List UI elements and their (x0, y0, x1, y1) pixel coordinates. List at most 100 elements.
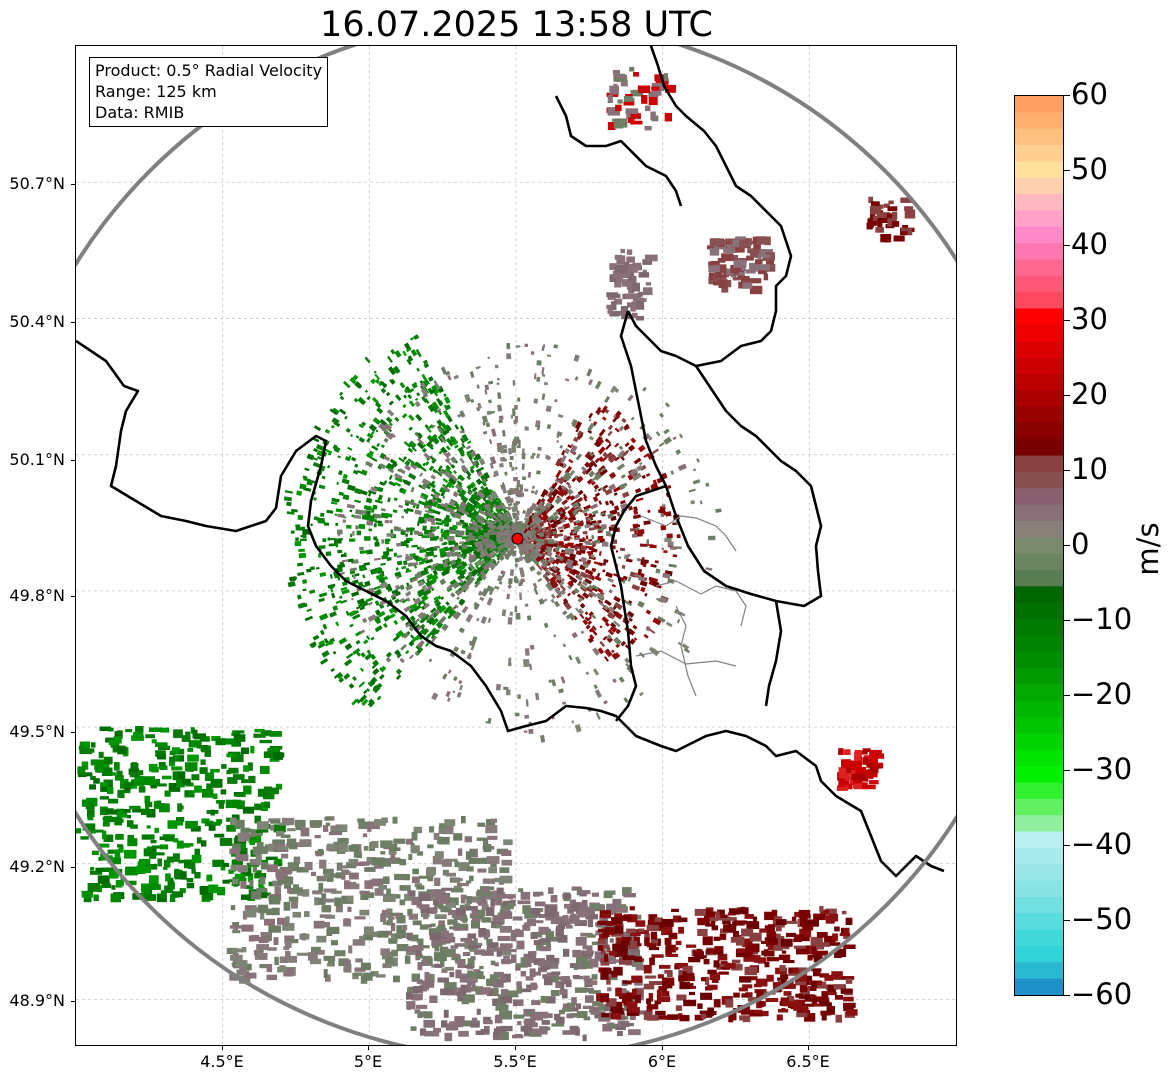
radar-echo-cell (486, 537, 490, 541)
radar-echo-cell (351, 560, 354, 564)
radar-echo-cell (91, 742, 96, 748)
radar-echo-cell (423, 566, 428, 572)
radar-echo-cell (601, 1013, 610, 1018)
radar-echo-cell (588, 435, 595, 441)
radar-echo-cell (318, 484, 326, 490)
radar-echo-cell (326, 963, 333, 967)
radar-echo-cell (423, 958, 428, 965)
radar-echo-cell (478, 928, 486, 936)
radar-echo-cell (454, 424, 459, 430)
radar-echo-cell (328, 832, 341, 836)
radar-echo-cell (414, 432, 420, 439)
radar-map[interactable]: Product: 0.5° Radial Velocity Range: 125… (75, 45, 957, 1046)
radar-echo-cell (764, 961, 770, 968)
radar-echo-cell (530, 951, 537, 956)
radar-echo-cell (602, 913, 611, 919)
radar-echo-cell (496, 377, 500, 381)
radar-echo-cell (386, 548, 394, 552)
radar-echo-cell (389, 378, 396, 385)
radar-echo-cell (354, 630, 362, 637)
radar-echo-cell (831, 971, 843, 980)
radar-echo-cell (561, 499, 569, 506)
radar-echo-cell (524, 603, 529, 607)
radar-echo-cell (363, 846, 369, 851)
radar-echo-cell (389, 613, 396, 619)
radar-echo-cell (359, 890, 370, 894)
radar-echo-cell (252, 866, 257, 873)
radar-echo-cell (507, 895, 514, 900)
radar-echo-cell (483, 511, 491, 518)
radar-echo-cell (594, 951, 602, 960)
radar-echo-cell (637, 444, 646, 453)
radar-echo-cell (678, 433, 684, 439)
radar-echo-cell (494, 364, 499, 369)
radar-echo-cell (593, 684, 598, 690)
radar-echo-cell (210, 769, 220, 773)
radar-echo-cell (459, 430, 464, 434)
radar-echo-cell (179, 844, 190, 848)
radar-echo-cell (421, 373, 428, 381)
radar-echo-cell (322, 623, 328, 630)
radar-echo-cell (421, 447, 427, 453)
radar-echo-cell (658, 996, 671, 1002)
radar-echo-cell (388, 480, 397, 487)
radar-echo-cell (428, 481, 436, 489)
radar-echo-cell (380, 508, 386, 512)
radar-echo-cell (483, 1019, 493, 1025)
radar-echo-cell (626, 929, 637, 933)
radar-echo-cell (359, 566, 366, 572)
radar-echo-cell (643, 633, 649, 639)
radar-echo-cell (543, 622, 549, 628)
radar-echo-cell (511, 550, 517, 555)
radar-echo-cell (438, 836, 450, 845)
radar-echo-cell (429, 932, 442, 940)
radar-echo-cell (648, 946, 660, 951)
radar-echo-cell (458, 449, 465, 457)
radar-echo-cell (406, 1006, 411, 1010)
radar-echo-cell (589, 958, 599, 968)
radar-echo-cell (604, 648, 613, 658)
radar-echo-cell (636, 558, 642, 562)
radar-echo-cell (421, 628, 430, 636)
radar-echo-cell (827, 992, 837, 996)
radar-echo-cell (501, 958, 511, 965)
radar-echo-cell (514, 712, 520, 717)
radar-echo-cell (471, 636, 478, 645)
radar-echo-cell (393, 619, 399, 626)
radar-echo-cell (478, 991, 490, 995)
radar-echo-cell (76, 828, 82, 834)
radar-echo-cell (507, 617, 513, 625)
radar-echo-cell (322, 538, 327, 542)
radar-echo-cell (321, 650, 330, 658)
radar-echo-cell (401, 515, 405, 519)
radar-echo-cell (114, 736, 122, 744)
radar-echo-cell (638, 691, 644, 697)
radar-echo-cell (356, 651, 361, 657)
radar-echo-cell (793, 1007, 807, 1011)
radar-echo-cell (107, 786, 114, 794)
radar-echo-cell (562, 893, 572, 899)
radar-echo-cell (510, 932, 517, 942)
radar-echo-cell (402, 924, 408, 931)
radar-echo-cell (379, 418, 387, 426)
radar-echo-cell (454, 943, 465, 947)
radar-echo-cell (380, 512, 389, 519)
radar-echo-cell (274, 886, 281, 896)
radar-echo-cell (157, 754, 167, 760)
radar-echo-cell (497, 392, 502, 400)
radar-echo-cell (646, 924, 660, 932)
radar-echo-cell (574, 376, 579, 381)
radar-echo-cell (427, 844, 434, 849)
radar-echo-cell (380, 381, 388, 389)
radar-echo-cell (686, 944, 697, 948)
radar-echo-cell (260, 912, 265, 920)
radar-echo-cell (259, 876, 266, 885)
radar-echo-cell (575, 546, 581, 549)
radar-echo-cell (459, 425, 465, 432)
radar-echo-cell (761, 950, 775, 956)
radar-echo-cell (795, 993, 804, 998)
radar-echo-cell (471, 1017, 478, 1024)
radar-echo-cell (452, 491, 459, 498)
radar-echo-cell (382, 550, 390, 557)
radar-echo-cell (540, 735, 546, 743)
